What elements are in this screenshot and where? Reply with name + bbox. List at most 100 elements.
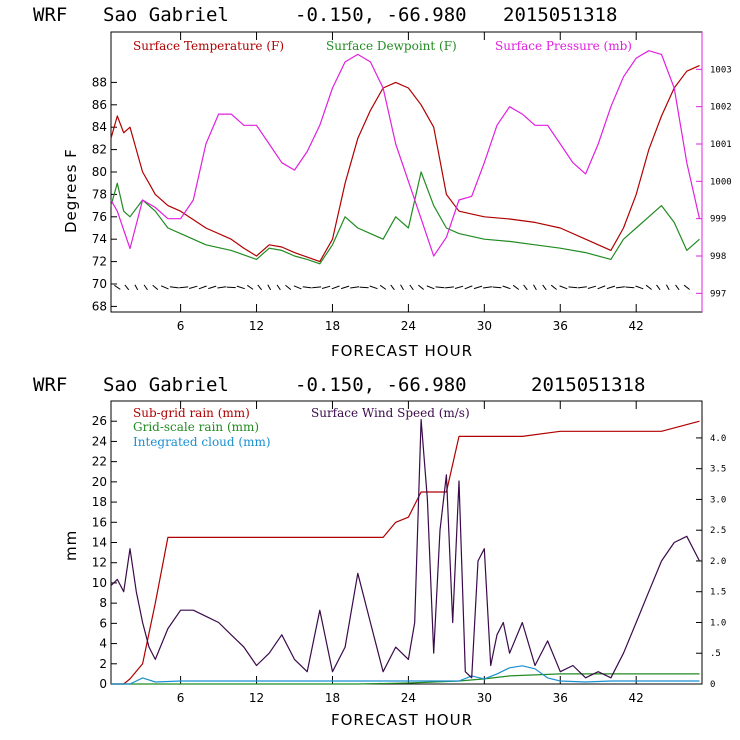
- bottom-y-tick-label: 4: [99, 637, 107, 651]
- top-y-tick-label: 78: [92, 187, 107, 201]
- bottom-y2-ticks: 0 .5 1.0 1.5 2.0 2.5 3.0 3.5 4.0: [696, 434, 726, 690]
- bottom-y2-tick-label: 3.0: [710, 495, 726, 505]
- wind-barb: [559, 285, 568, 290]
- wind-barb: [160, 285, 169, 290]
- bottom-y-tick-label: 26: [92, 414, 107, 428]
- bottom-header-model: WRF: [33, 374, 67, 396]
- bottom-header-run: 2015051318: [531, 374, 645, 396]
- wind-barb: [473, 285, 483, 290]
- bottom-y-tick-label: 20: [92, 475, 107, 489]
- top-x-tick-label: 24: [401, 319, 416, 333]
- wind-barb: [124, 284, 130, 291]
- wind-barb: [454, 285, 464, 289]
- wind-barb: [312, 286, 322, 289]
- top-y2-tick-label: 998: [710, 252, 726, 262]
- bottom-series-group: [110, 418, 701, 685]
- bottom-x-tick-label: 18: [325, 691, 340, 705]
- wind-barb: [114, 284, 121, 290]
- wind-barb: [302, 286, 312, 289]
- wind-barb: [615, 286, 625, 289]
- bottom-x-tick-label: 24: [401, 691, 416, 705]
- wind-barb: [483, 286, 492, 289]
- bottom-y2-tick-label: .5: [710, 649, 721, 659]
- top-y-tick-label: 82: [92, 143, 107, 157]
- bottom-y-tick-label: 18: [92, 495, 107, 509]
- wind-barb: [542, 284, 547, 291]
- top-x-ticks: 6 12 18 24 30 36 42: [177, 32, 644, 333]
- top-header-model: WRF: [33, 4, 67, 26]
- wind-barb: [418, 284, 425, 290]
- bottom-header-station: Sao Gabriel: [103, 374, 229, 396]
- bottom-y-tick-label: 16: [92, 515, 107, 529]
- bottom-y2-tick-label: 1.0: [710, 618, 726, 628]
- wind-barb: [340, 285, 350, 290]
- wind-barb: [435, 286, 445, 289]
- wind-barb: [502, 285, 511, 290]
- bottom-x-axis-label: FORECAST HOUR: [331, 711, 473, 729]
- series-line-sub-grid-rain-mm: [111, 420, 700, 685]
- bottom-y2-tick-label: 0: [710, 680, 715, 690]
- bottom-y-tick-label: 22: [92, 455, 107, 469]
- series-line-surface-dewpoint-f: [110, 171, 700, 265]
- legend-surface-pressure: Surface Pressure (mb): [495, 39, 632, 53]
- wind-barb: [285, 284, 292, 290]
- bottom-y-tick-label: 12: [92, 556, 107, 570]
- legend-grid-scale-rain: Grid-scale rain (mm): [133, 420, 259, 434]
- top-x-tick-label: 42: [629, 319, 644, 333]
- top-y2-tick-label: 1000: [710, 177, 732, 187]
- top-y2-tick-label: 997: [710, 289, 726, 299]
- top-y-tick-label: 68: [92, 299, 107, 313]
- bottom-x-tick-label: 42: [629, 691, 644, 705]
- top-header-station: Sao Gabriel: [103, 4, 229, 26]
- series-line-surface-pressure-mb: [110, 50, 701, 257]
- wind-barb: [577, 286, 587, 289]
- legend-subgrid-rain: Sub-grid rain (mm): [133, 406, 250, 420]
- bottom-y2-tick-label: 4.0: [710, 434, 726, 444]
- wind-barb: [625, 286, 635, 289]
- wind-barb: [369, 285, 378, 290]
- wind-barb: [293, 285, 302, 290]
- top-y2-tick-label: 999: [710, 215, 726, 225]
- wind-barb: [533, 284, 537, 291]
- top-y-tick-label: 76: [92, 210, 107, 224]
- top-y-tick-label: 86: [92, 98, 107, 112]
- top-x-axis-label: FORECAST HOUR: [331, 342, 473, 360]
- wind-barb: [208, 285, 217, 290]
- bottom-x-tick-label: 12: [249, 691, 264, 705]
- wind-barb: [587, 285, 597, 289]
- wind-barb: [512, 284, 520, 290]
- series-line-grid-scale-rain-mm: [111, 673, 700, 685]
- wind-barb: [683, 284, 690, 290]
- wind-barb: [257, 284, 262, 291]
- wind-barb: [550, 284, 557, 290]
- bottom-x-tick-label: 36: [553, 691, 568, 705]
- wind-barb: [169, 286, 179, 289]
- top-y-tick-label: 72: [92, 255, 107, 269]
- legend-surface-dewpoint: Surface Dewpoint (F): [326, 39, 457, 53]
- top-y-tick-label: 80: [92, 165, 107, 179]
- legend-integrated-cloud: Integrated cloud (mm): [133, 435, 271, 449]
- bottom-y-tick-label: 14: [92, 536, 107, 550]
- wind-barb: [409, 284, 414, 291]
- wind-barb: [236, 285, 245, 290]
- bottom-x-tick-label: 6: [177, 691, 185, 705]
- wind-barb: [179, 286, 189, 289]
- wind-barb: [665, 284, 670, 291]
- wind-barb: [198, 285, 207, 290]
- bottom-header-coords: -0.150, -66.980: [295, 374, 467, 396]
- wind-barb: [523, 284, 528, 291]
- top-x-tick-label: 36: [553, 319, 568, 333]
- top-y-tick-label: 70: [92, 277, 107, 291]
- wind-barb: [321, 285, 331, 289]
- top-x-tick-label: 6: [177, 319, 185, 333]
- bottom-x-ticks: 6 12 18 24 30 36 42: [177, 401, 644, 705]
- top-y2-tick-label: 1002: [710, 103, 732, 113]
- top-x-tick-label: 30: [477, 319, 492, 333]
- bottom-y2-tick-label: 2.5: [710, 526, 726, 536]
- wind-barb: [464, 285, 473, 290]
- wind-barb: [568, 286, 578, 289]
- top-y-ticks: 68 70 72 74 76 78 80 82 84 86 88: [92, 75, 117, 313]
- bottom-y-tick-label: 0: [99, 677, 107, 691]
- wind-barb: [143, 284, 148, 291]
